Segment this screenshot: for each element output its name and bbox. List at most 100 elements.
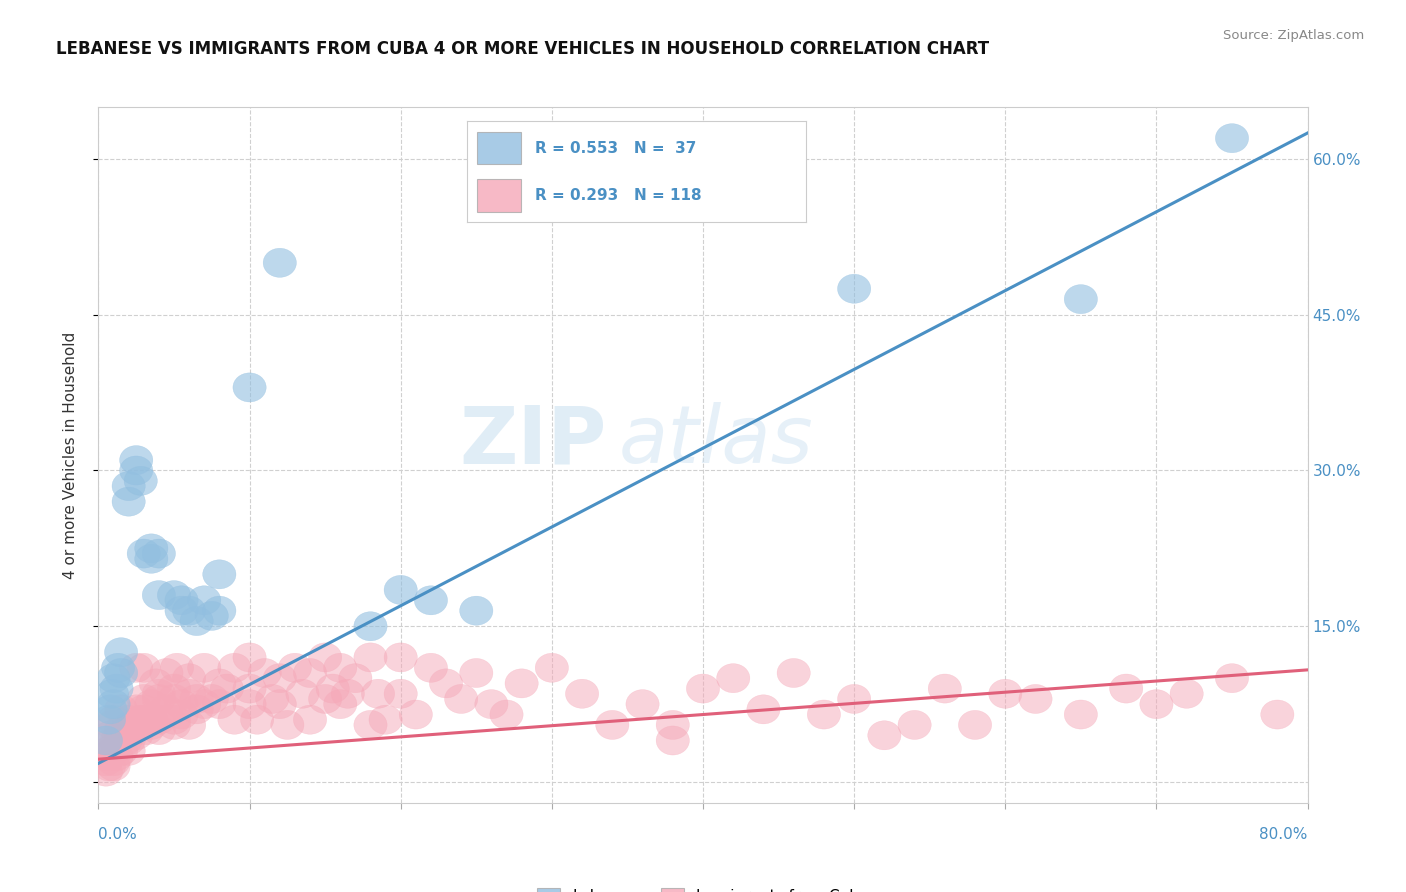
Text: 80.0%: 80.0% — [1260, 827, 1308, 841]
Ellipse shape — [596, 710, 628, 739]
Ellipse shape — [778, 658, 810, 688]
Ellipse shape — [142, 715, 176, 745]
Ellipse shape — [112, 726, 145, 755]
Ellipse shape — [96, 710, 129, 739]
Ellipse shape — [165, 596, 198, 625]
Legend: Lebanese, Immigrants from Cuba: Lebanese, Immigrants from Cuba — [530, 880, 876, 892]
Ellipse shape — [135, 533, 167, 563]
Ellipse shape — [97, 752, 131, 781]
Ellipse shape — [988, 679, 1022, 708]
Ellipse shape — [127, 706, 160, 734]
Ellipse shape — [898, 710, 931, 739]
Ellipse shape — [135, 710, 167, 739]
Ellipse shape — [285, 679, 319, 708]
Ellipse shape — [165, 586, 198, 615]
Ellipse shape — [112, 472, 145, 500]
Ellipse shape — [142, 581, 176, 609]
Ellipse shape — [180, 684, 214, 714]
Ellipse shape — [256, 684, 288, 714]
Ellipse shape — [100, 726, 134, 755]
Ellipse shape — [112, 487, 145, 516]
Ellipse shape — [90, 741, 122, 771]
Ellipse shape — [142, 706, 176, 734]
Ellipse shape — [460, 658, 494, 688]
Text: Source: ZipAtlas.com: Source: ZipAtlas.com — [1223, 29, 1364, 42]
Ellipse shape — [157, 710, 191, 739]
Ellipse shape — [101, 653, 135, 682]
Ellipse shape — [120, 721, 153, 750]
Ellipse shape — [135, 690, 167, 719]
Ellipse shape — [294, 706, 326, 734]
Ellipse shape — [354, 612, 387, 640]
Ellipse shape — [202, 690, 236, 719]
Ellipse shape — [120, 653, 153, 682]
Ellipse shape — [127, 653, 160, 682]
Ellipse shape — [294, 658, 326, 688]
Ellipse shape — [807, 700, 841, 729]
Ellipse shape — [104, 695, 138, 724]
Ellipse shape — [415, 586, 447, 615]
Ellipse shape — [160, 653, 194, 682]
Ellipse shape — [90, 731, 122, 760]
Ellipse shape — [323, 653, 357, 682]
Ellipse shape — [120, 710, 153, 739]
Ellipse shape — [838, 684, 870, 714]
Ellipse shape — [1019, 684, 1052, 714]
Ellipse shape — [475, 690, 508, 719]
Ellipse shape — [195, 601, 228, 631]
Ellipse shape — [139, 669, 173, 698]
Ellipse shape — [124, 706, 157, 734]
Ellipse shape — [233, 373, 266, 402]
Ellipse shape — [308, 684, 342, 714]
Ellipse shape — [90, 726, 122, 755]
Ellipse shape — [1064, 700, 1098, 729]
Ellipse shape — [131, 715, 163, 745]
Ellipse shape — [868, 721, 901, 750]
Ellipse shape — [96, 679, 129, 708]
Ellipse shape — [127, 684, 160, 714]
Ellipse shape — [157, 674, 191, 703]
Ellipse shape — [384, 643, 418, 672]
Ellipse shape — [100, 741, 134, 771]
Ellipse shape — [90, 757, 122, 786]
Ellipse shape — [90, 747, 122, 776]
Ellipse shape — [127, 695, 160, 724]
Ellipse shape — [233, 674, 266, 703]
Ellipse shape — [626, 690, 659, 719]
Ellipse shape — [838, 274, 870, 303]
Ellipse shape — [173, 679, 205, 708]
Ellipse shape — [187, 653, 221, 682]
Ellipse shape — [263, 248, 297, 277]
Ellipse shape — [142, 539, 176, 568]
Ellipse shape — [202, 669, 236, 698]
Ellipse shape — [173, 710, 205, 739]
Ellipse shape — [460, 596, 494, 625]
Ellipse shape — [415, 653, 447, 682]
Ellipse shape — [157, 684, 191, 714]
Ellipse shape — [928, 674, 962, 703]
Ellipse shape — [97, 664, 131, 693]
Ellipse shape — [959, 710, 991, 739]
Ellipse shape — [112, 706, 145, 734]
Ellipse shape — [429, 669, 463, 698]
Ellipse shape — [218, 706, 252, 734]
Ellipse shape — [354, 643, 387, 672]
Ellipse shape — [1215, 664, 1249, 693]
Ellipse shape — [165, 690, 198, 719]
Ellipse shape — [444, 684, 478, 714]
Ellipse shape — [399, 700, 433, 729]
Ellipse shape — [308, 643, 342, 672]
Ellipse shape — [247, 658, 281, 688]
Ellipse shape — [354, 710, 387, 739]
Ellipse shape — [316, 674, 349, 703]
Ellipse shape — [120, 695, 153, 724]
Y-axis label: 4 or more Vehicles in Household: 4 or more Vehicles in Household — [63, 331, 77, 579]
Ellipse shape — [384, 575, 418, 605]
Ellipse shape — [1261, 700, 1294, 729]
Ellipse shape — [202, 596, 236, 625]
Ellipse shape — [717, 664, 749, 693]
Ellipse shape — [1215, 124, 1249, 153]
Ellipse shape — [278, 653, 312, 682]
Ellipse shape — [115, 710, 148, 739]
Ellipse shape — [323, 690, 357, 719]
